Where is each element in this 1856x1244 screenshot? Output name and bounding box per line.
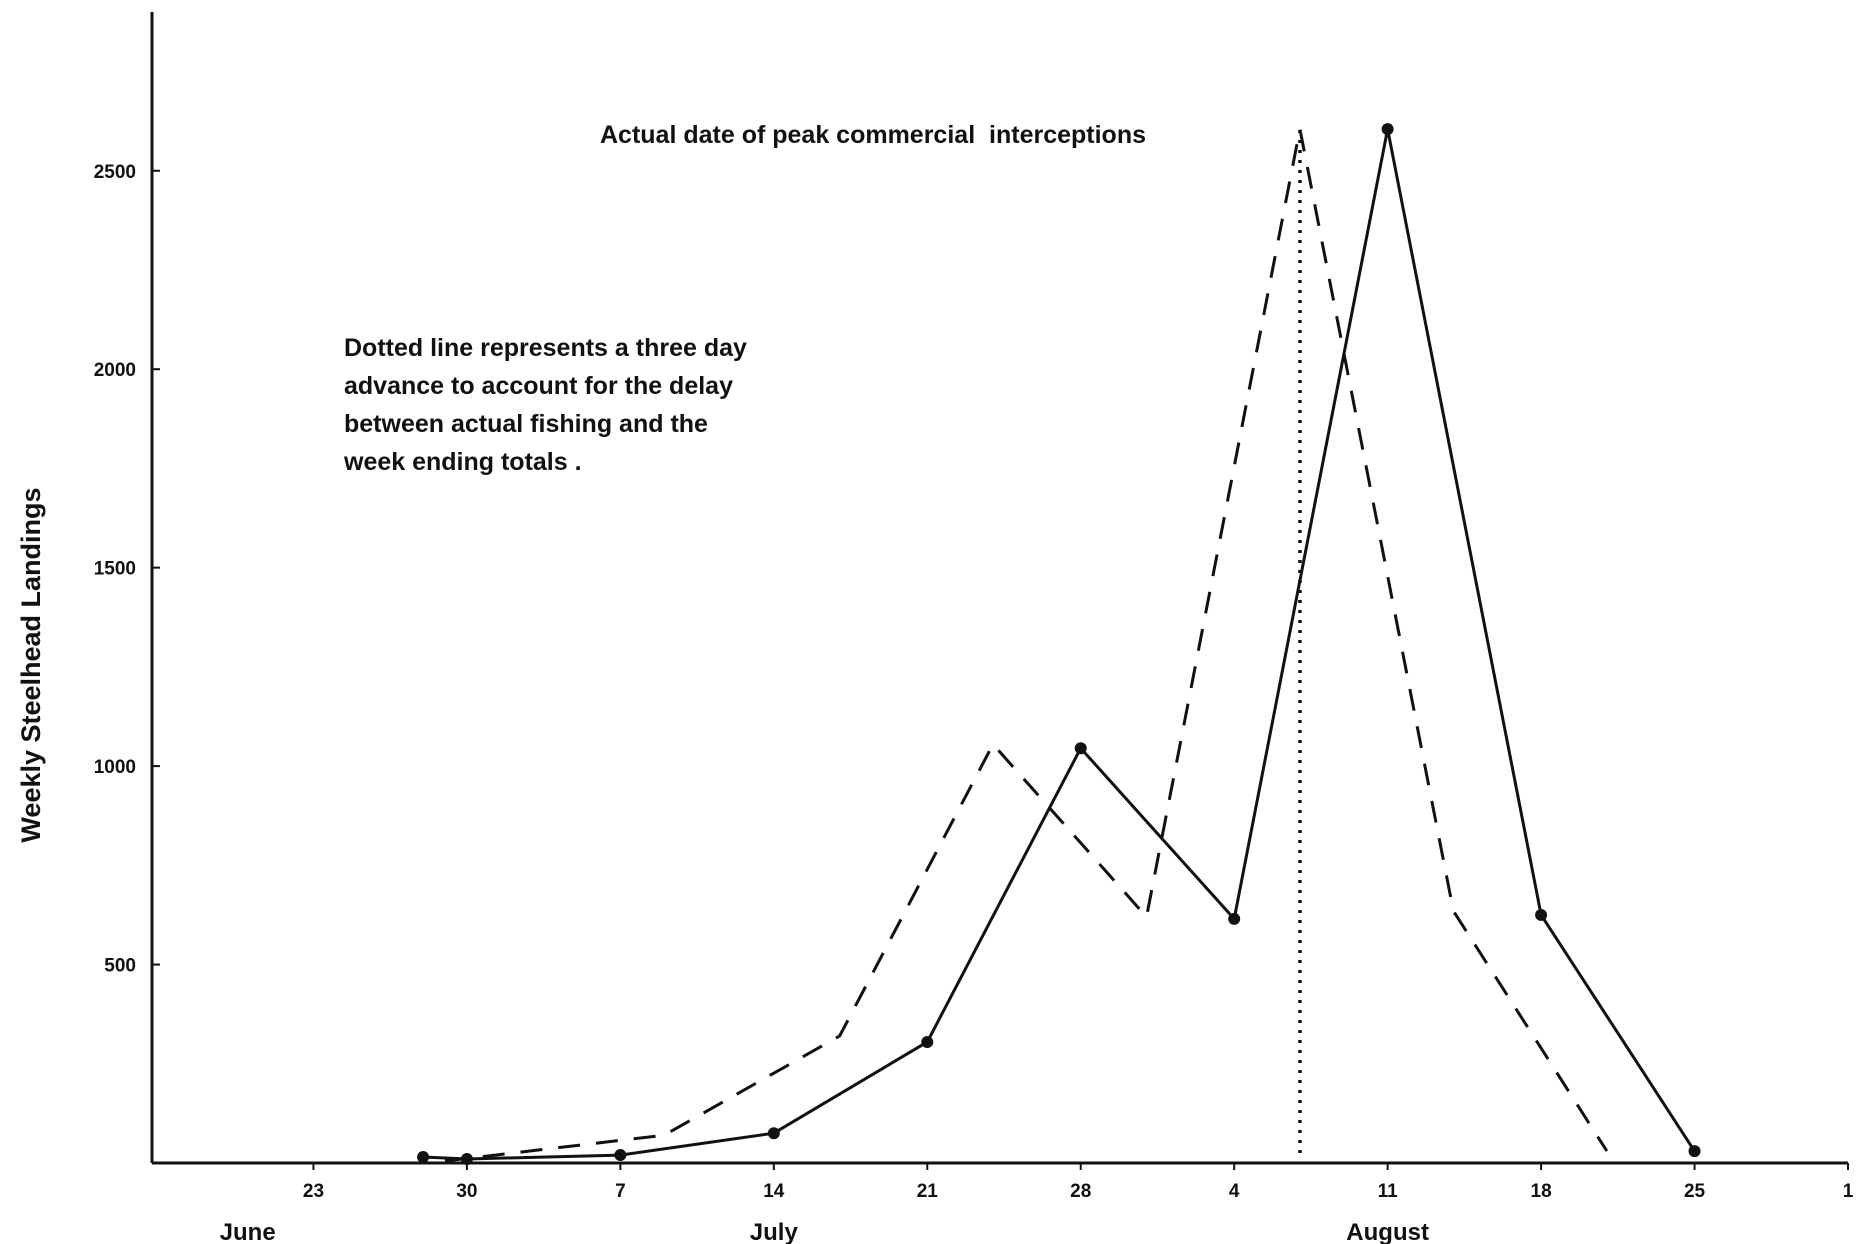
data-point	[1228, 912, 1241, 925]
y-tick-label: 500	[104, 956, 136, 977]
data-point	[921, 1035, 934, 1048]
data-point	[767, 1127, 780, 1140]
data-point	[1535, 908, 1548, 921]
series-group	[417, 123, 1701, 1166]
data-point	[1074, 742, 1087, 755]
chart-axes	[150, 12, 1848, 1165]
x-tick-label: 18	[1531, 1181, 1552, 1202]
month-label: July	[750, 1219, 799, 1244]
x-tick-label: 30	[456, 1181, 477, 1202]
x-tick-label: 4	[1229, 1181, 1240, 1202]
y-tick-label: 1500	[94, 559, 136, 580]
dashed-series-line	[444, 127, 1609, 1163]
x-axis-ticks: 23 30 7 14 21 28 4 11 18 25 1	[303, 1163, 1854, 1202]
y-tick-label: 2000	[94, 360, 136, 381]
x-tick-label: 23	[303, 1181, 324, 1202]
x-tick-label: 11	[1378, 1181, 1399, 1202]
data-point	[614, 1149, 627, 1162]
y-tick-label: 2500	[94, 162, 136, 183]
x-tick-label: 25	[1684, 1181, 1706, 1202]
x-tick-label: 28	[1070, 1181, 1091, 1202]
note-line: advance to account for the delay	[344, 372, 733, 400]
x-tick-label: 1	[1843, 1181, 1854, 1202]
month-label: August	[1346, 1219, 1429, 1244]
data-point	[417, 1151, 430, 1164]
dotted-line-note: Dotted line represents a three day advan…	[343, 334, 747, 476]
x-tick-label: 14	[763, 1181, 785, 1202]
x-tick-label: 7	[615, 1181, 626, 1202]
y-axis-ticks: 500 1000 1500 2000 2500	[94, 162, 160, 977]
solid-series-line	[423, 127, 1696, 1161]
peak-annotation: Actual date of peak commercial intercept…	[600, 121, 1146, 149]
note-line: week ending totals .	[343, 448, 582, 476]
y-tick-label: 1000	[94, 757, 136, 778]
month-label: June	[220, 1219, 276, 1244]
month-labels: June July August	[220, 1219, 1429, 1244]
y-axis-label: Weekly Steelhead Landings	[16, 487, 46, 842]
data-point	[1688, 1145, 1701, 1158]
data-point	[1381, 123, 1394, 136]
note-line: Dotted line represents a three day	[344, 334, 747, 362]
note-line: between actual fishing and the	[344, 410, 708, 438]
x-tick-label: 21	[917, 1181, 939, 1202]
